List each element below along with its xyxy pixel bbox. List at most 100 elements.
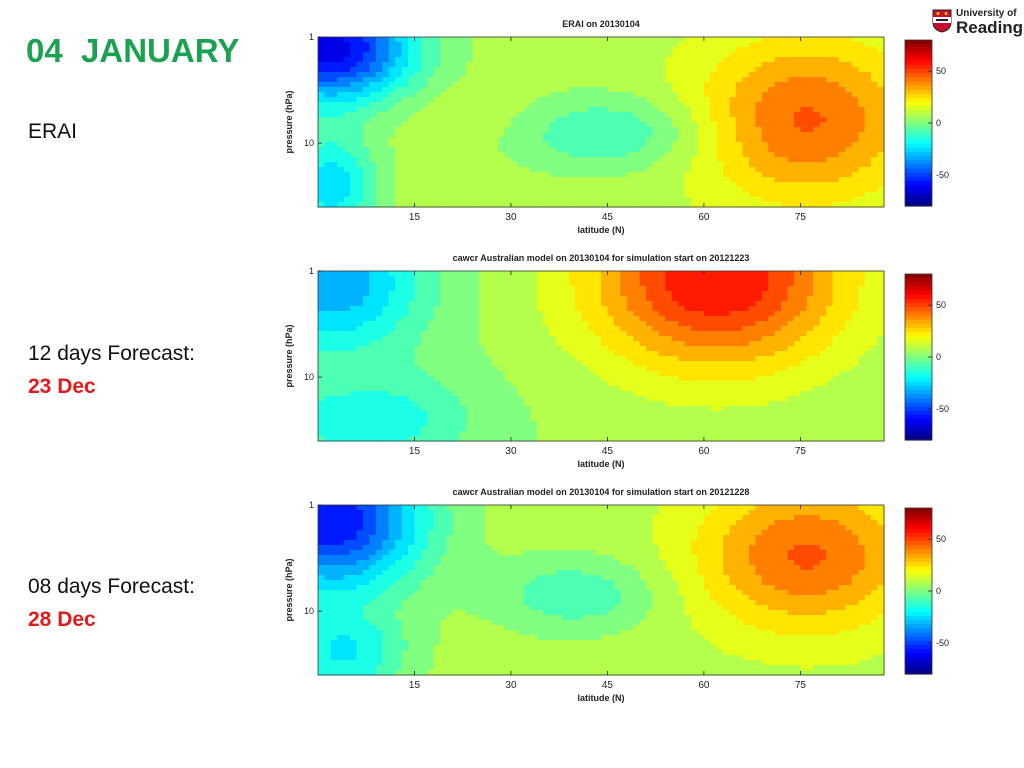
- heatmap-cell: [356, 167, 364, 173]
- heatmap-cell: [684, 122, 692, 128]
- heatmap-cell: [838, 192, 847, 198]
- heatmap-cell: [568, 102, 576, 108]
- heatmap-cell: [723, 112, 731, 118]
- heatmap-cell: [427, 77, 435, 83]
- heatmap-cell: [465, 102, 473, 108]
- heatmap-cell: [819, 202, 827, 208]
- heatmap-cell: [446, 366, 454, 372]
- heatmap-cell: [388, 177, 396, 183]
- heatmap-cell: [568, 37, 576, 43]
- heatmap-cell: [343, 281, 351, 287]
- heatmap-cell: [697, 117, 705, 123]
- y-tick-label: 10: [304, 138, 314, 148]
- heatmap-cell: [446, 386, 454, 392]
- heatmap-cell: [517, 386, 525, 392]
- heatmap-cell: [665, 202, 673, 208]
- heatmap-cell: [588, 276, 596, 282]
- heatmap-cell: [665, 436, 673, 442]
- heatmap-cell: [806, 87, 814, 93]
- heatmap-cell: [472, 117, 480, 123]
- heatmap-cell: [491, 197, 499, 203]
- heatmap-cell: [427, 381, 435, 387]
- heatmap-cell: [401, 197, 409, 203]
- heatmap-cell: [665, 127, 673, 133]
- heatmap-cell: [356, 351, 364, 357]
- heatmap-cell: [433, 132, 441, 138]
- heatmap-cell: [729, 162, 737, 168]
- heatmap-cell: [761, 107, 769, 113]
- heatmap-cell: [864, 147, 872, 153]
- heatmap-cell: [581, 306, 589, 312]
- heatmap-cell: [768, 92, 776, 98]
- heatmap-cell: [414, 77, 422, 83]
- heatmap-cell: [324, 52, 332, 58]
- heatmap-cell: [453, 162, 461, 168]
- heatmap-cell: [395, 296, 403, 302]
- heatmap-cell: [324, 416, 332, 422]
- heatmap-cell: [845, 97, 853, 103]
- heatmap-cell: [658, 152, 666, 158]
- heatmap-cell: [684, 197, 692, 203]
- heatmap-cell: [832, 87, 840, 93]
- heatmap-cell: [549, 291, 557, 297]
- heatmap-cell: [324, 276, 332, 282]
- heatmap-cell: [523, 271, 531, 277]
- heatmap-cell: [787, 57, 795, 63]
- heatmap-cell: [819, 72, 827, 78]
- heatmap-cell: [575, 42, 583, 48]
- heatmap-cell: [601, 82, 609, 88]
- heatmap-cell: [401, 42, 409, 48]
- heatmap-cell: [877, 127, 885, 133]
- heatmap-cell: [446, 127, 454, 133]
- heatmap-cell: [575, 301, 583, 307]
- heatmap-cell: [555, 47, 564, 53]
- heatmap-cell: [491, 177, 499, 183]
- heatmap-cell: [671, 346, 679, 352]
- heatmap-cell: [472, 351, 480, 357]
- heatmap-cell: [363, 52, 371, 58]
- heatmap-cell: [491, 92, 499, 98]
- heatmap-cell: [568, 87, 576, 93]
- heatmap-cell: [575, 152, 583, 158]
- heatmap-cell: [414, 142, 422, 148]
- heatmap-cell: [871, 47, 879, 53]
- heatmap-cell: [768, 112, 776, 118]
- heatmap-cell: [324, 306, 332, 312]
- heatmap-cell: [465, 172, 473, 178]
- heatmap-cell: [678, 137, 686, 143]
- heatmap-cell: [787, 132, 795, 138]
- heatmap-cell: [613, 366, 621, 372]
- heatmap-cell: [517, 182, 525, 188]
- heatmap-cell: [633, 42, 641, 48]
- heatmap-cell: [691, 197, 699, 203]
- heatmap-cell: [588, 411, 596, 417]
- colorbar-band: [905, 147, 932, 153]
- heatmap-cell: [736, 202, 744, 208]
- heatmap-cell: [671, 72, 679, 78]
- heatmap-cell: [851, 132, 859, 138]
- heatmap-cell: [658, 92, 666, 98]
- heatmap-cell: [665, 281, 673, 287]
- heatmap-cell: [543, 346, 551, 352]
- heatmap-cell: [530, 42, 538, 48]
- heatmap-cell: [620, 142, 628, 148]
- heatmap-cell: [414, 152, 422, 158]
- heatmap-cell: [388, 42, 396, 48]
- heatmap-cell: [568, 356, 576, 362]
- heatmap-cell: [613, 162, 621, 168]
- heatmap-cell: [523, 331, 531, 337]
- heatmap-cell: [691, 142, 699, 148]
- heatmap-cell: [369, 37, 377, 43]
- heatmap-cell: [414, 37, 422, 43]
- heatmap-cell: [440, 107, 448, 113]
- heatmap-cell: [498, 127, 506, 133]
- heatmap-cell: [845, 172, 853, 178]
- heatmap-cell: [395, 77, 403, 83]
- heatmap-cell: [363, 291, 371, 297]
- heatmap-cell: [382, 271, 390, 277]
- heatmap-cell: [594, 67, 602, 73]
- heatmap-cell: [472, 82, 480, 88]
- heatmap-cell: [729, 117, 737, 123]
- heatmap-cell: [356, 87, 364, 93]
- heatmap-cell: [414, 431, 422, 437]
